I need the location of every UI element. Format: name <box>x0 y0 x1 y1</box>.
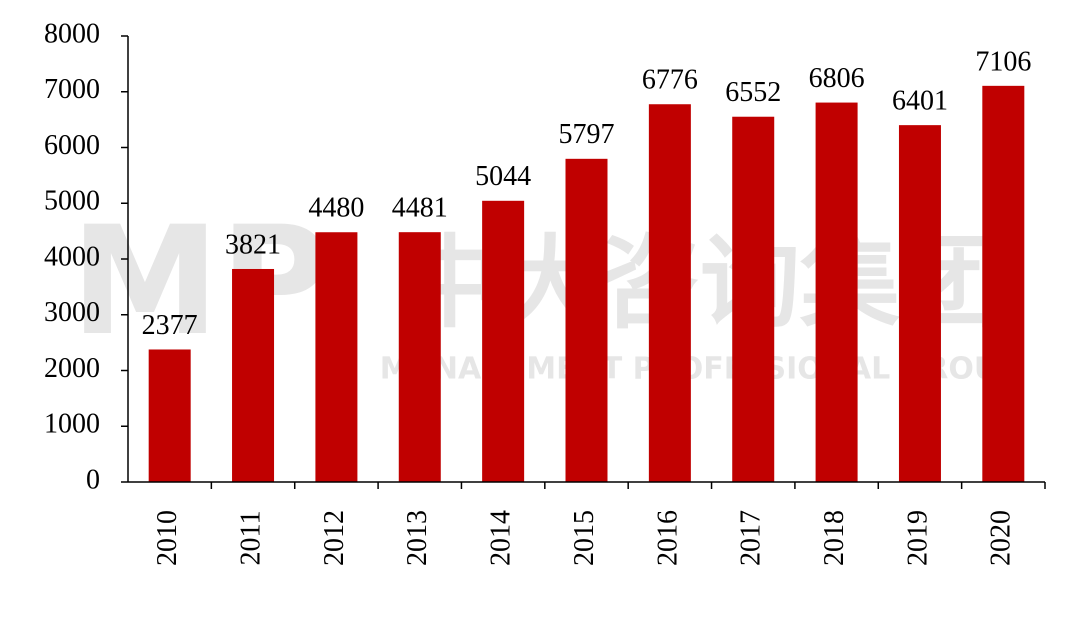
y-tick-label: 7000 <box>44 74 100 105</box>
bar <box>148 349 191 482</box>
y-tick-label: 6000 <box>44 130 100 161</box>
x-tick-label: 2020 <box>986 510 1017 566</box>
bar <box>982 85 1025 482</box>
y-tick-label: 4000 <box>44 241 100 272</box>
value-label: 6806 <box>809 63 865 94</box>
value-label: 7106 <box>975 46 1031 77</box>
x-tick-label: 2015 <box>569 510 600 566</box>
bar <box>898 125 941 482</box>
watermark-logo: MP <box>70 195 329 369</box>
value-label: 6401 <box>892 86 948 117</box>
value-label: 5797 <box>559 119 615 150</box>
y-tick-label: 0 <box>86 464 100 495</box>
x-tick-label: 2018 <box>819 510 850 566</box>
x-tick-label: 2016 <box>652 510 683 566</box>
bar <box>565 158 608 482</box>
x-tick-label: 2013 <box>402 510 433 566</box>
value-label: 6776 <box>642 65 698 96</box>
x-tick-label: 2017 <box>736 510 767 566</box>
x-tick-label: 2014 <box>486 510 517 566</box>
x-tick-label: 2010 <box>152 510 183 566</box>
bar <box>232 268 275 482</box>
bar <box>398 232 441 482</box>
x-tick-label: 2019 <box>902 510 933 566</box>
value-label: 4480 <box>308 193 364 224</box>
y-tick-label: 5000 <box>44 186 100 217</box>
bar <box>315 232 358 482</box>
y-tick-label: 2000 <box>44 353 100 384</box>
y-tick-label: 3000 <box>44 297 100 328</box>
bar <box>815 102 858 483</box>
value-label: 6552 <box>725 77 781 108</box>
value-label: 4481 <box>392 193 448 224</box>
value-label: 5044 <box>475 161 531 192</box>
bar <box>732 116 775 482</box>
x-tick-label: 2012 <box>319 510 350 566</box>
x-tick-label: 2011 <box>235 511 266 566</box>
value-label: 2377 <box>142 310 198 341</box>
bar <box>648 104 691 482</box>
bar <box>482 200 525 482</box>
y-tick-label: 1000 <box>44 409 100 440</box>
y-tick-label: 8000 <box>44 18 100 49</box>
value-label: 3821 <box>225 229 281 260</box>
